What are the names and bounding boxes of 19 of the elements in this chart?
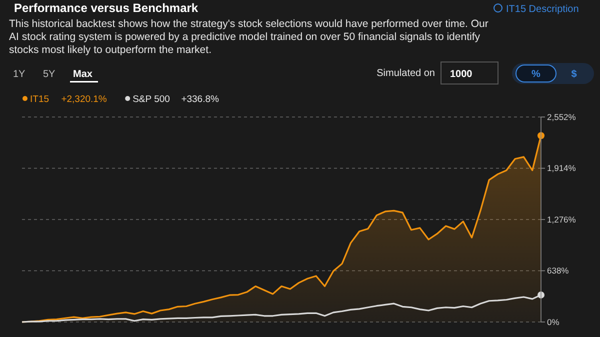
text: Max bbox=[73, 69, 93, 80]
text: $ bbox=[571, 69, 578, 80]
text: Simulated on bbox=[376, 68, 435, 79]
y-tick-label: 2,552% bbox=[547, 112, 576, 122]
text: IT15 Description bbox=[506, 4, 579, 15]
chart-title: Performance versus Benchmark bbox=[14, 1, 198, 15]
legend-label: IT15 bbox=[30, 94, 50, 105]
legend-label: S&P 500 bbox=[132, 94, 170, 105]
y-tick-label: 1,276% bbox=[547, 214, 576, 224]
text: +336.8% bbox=[181, 94, 220, 105]
chart-subtitle: This historical backtest shows how the strategy's stock selections would have performed over time. Our AI stock rating system is powered by a predictive model trained on over 50 financial signals to identify stocks most likely to outperform the market. bbox=[9, 18, 489, 56]
text: +2,320.1% bbox=[61, 94, 108, 105]
text: 5Y bbox=[43, 69, 56, 80]
text: % bbox=[532, 69, 541, 80]
text: 1000 bbox=[450, 69, 473, 80]
y-tick-label: 1,914% bbox=[547, 163, 576, 174]
y-tick-label: 0% bbox=[547, 316, 560, 327]
text: 1Y bbox=[13, 69, 26, 80]
y-tick-label: 638% bbox=[547, 266, 570, 276]
